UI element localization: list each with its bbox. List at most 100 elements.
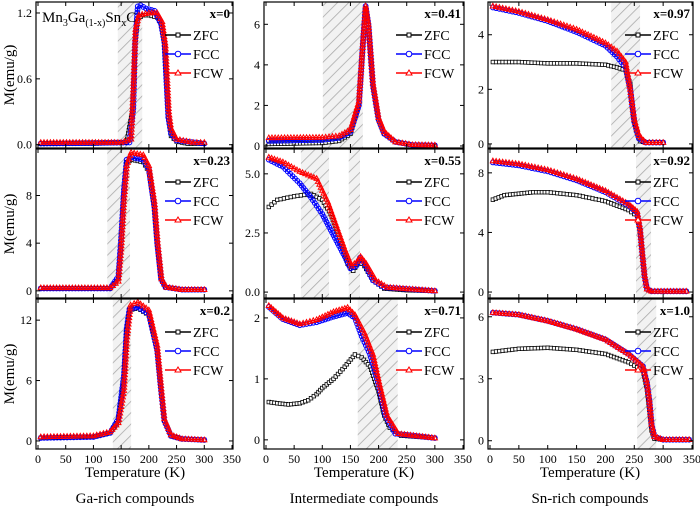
data-point-fcw <box>322 133 330 140</box>
data-point-fcw <box>418 141 426 148</box>
data-point-fcw <box>189 138 197 145</box>
data-point-fcw <box>108 138 115 145</box>
data-point-fcw <box>610 191 618 199</box>
legend-marker-triangle <box>405 216 413 223</box>
data-point-fcw <box>132 25 140 32</box>
data-point-fcw <box>282 315 290 322</box>
data-point-fcw <box>622 348 630 355</box>
data-point-fcw <box>37 433 45 440</box>
data-point-fcw <box>537 14 545 21</box>
data-point-fcw <box>544 166 552 173</box>
data-point-fcc <box>134 3 141 10</box>
legend-label: ZFC <box>424 326 450 341</box>
data-point-fcw <box>645 138 653 145</box>
data-point-fcw <box>525 312 532 320</box>
data-point-fcw <box>175 285 183 292</box>
data-point-fcw <box>604 41 612 48</box>
data-point-fcw <box>355 91 363 98</box>
data-point-fcw <box>200 285 208 292</box>
legend-label: FCC <box>193 345 219 360</box>
y-tick-label: 0 <box>478 434 484 448</box>
legend-label: FCC <box>193 48 219 63</box>
x-tick-label: 300 <box>195 452 213 466</box>
data-point-fcw <box>265 301 273 309</box>
data-point-fcw <box>131 54 138 61</box>
data-point-fcw <box>508 6 516 13</box>
data-point-fcw <box>159 277 167 285</box>
data-point-fcw <box>359 34 367 41</box>
data-point-fcw <box>164 89 172 96</box>
y-tick-label: 12 <box>20 313 32 327</box>
data-point-fcw <box>385 132 393 139</box>
data-point-fcw <box>120 200 128 207</box>
data-point-zfc <box>272 200 277 205</box>
x-tick-label: 100 <box>539 452 557 466</box>
legend-item-fcw: FCW <box>165 67 224 82</box>
legend-item-zfc: ZFC <box>625 29 679 44</box>
y-tick-label: 4 <box>478 225 484 239</box>
data-point-fcw <box>346 125 354 133</box>
legend-marker-square <box>406 32 412 38</box>
data-point-fcw <box>512 7 520 14</box>
data-point-fcw <box>424 141 432 148</box>
data-point-fcw <box>569 324 577 331</box>
x-tick-label: 300 <box>426 452 444 466</box>
data-point-fcw <box>129 89 137 96</box>
data-point-fcw <box>123 333 131 340</box>
legend-item-fcc: FCC <box>625 48 679 63</box>
legend-label: FCC <box>653 48 679 63</box>
data-point-fcw <box>173 135 181 142</box>
composition-label: x=0.55 <box>424 153 461 168</box>
data-point-fcw <box>355 97 363 104</box>
data-point-fcw <box>356 88 363 95</box>
data-point-fcw <box>508 310 516 317</box>
legend-marker-triangle <box>174 69 182 76</box>
legend-item-fcw: FCW <box>165 364 224 379</box>
legend-marker-triangle <box>634 69 642 76</box>
legend-item-fcc: FCC <box>165 48 219 63</box>
legend-marker-square <box>406 179 412 185</box>
data-point-fcw <box>270 305 277 313</box>
data-point-fcw <box>354 100 362 107</box>
data-point-fcw <box>132 22 140 29</box>
data-point-fcw <box>356 78 364 85</box>
data-point-fcw <box>310 173 318 180</box>
data-point-fcw <box>428 286 436 293</box>
data-point-fcw <box>418 286 426 293</box>
data-point-fcw <box>163 73 171 80</box>
y-tick-label: 2 <box>478 82 484 96</box>
data-point-fcw <box>175 434 183 441</box>
data-point-fcw <box>162 51 170 58</box>
data-point-fcw <box>599 334 606 341</box>
data-point-fcw <box>544 15 552 23</box>
data-point-fcw <box>587 32 595 39</box>
data-point-fcw <box>495 309 503 316</box>
data-point-fcw <box>360 257 368 264</box>
data-point-fcw <box>357 69 365 76</box>
figure-title: Mn3Ga(1-x)SnxC <box>42 10 136 29</box>
data-point-fcw <box>357 252 365 259</box>
data-point-fcw <box>637 360 644 367</box>
y-axis-label-row1: M(emu/g) <box>2 45 18 106</box>
data-point-fcw <box>131 41 139 48</box>
data-point-fcw <box>328 132 336 139</box>
data-point-fcw <box>634 358 642 365</box>
data-point-fcw <box>576 176 583 183</box>
data-point-fcw <box>349 116 357 123</box>
composition-label: x=0.97 <box>653 6 690 21</box>
data-point-fcw <box>534 164 542 171</box>
legend-marker-circle <box>174 197 182 205</box>
legend-marker-square <box>175 32 181 38</box>
legend-item-fcw: FCW <box>625 67 684 82</box>
data-point-fcw <box>265 153 273 160</box>
column-caption-ga-rich: Ga-rich compounds <box>76 491 195 507</box>
data-point-fcw <box>276 157 284 164</box>
data-point-fcw <box>550 318 558 326</box>
data-point-fcw <box>415 285 423 293</box>
data-point-fcw <box>116 261 124 268</box>
legend-item-fcc: FCC <box>625 195 679 210</box>
data-point-fcw <box>607 43 615 50</box>
data-point-fcw <box>422 433 430 440</box>
legend-label: FCC <box>653 345 679 360</box>
data-point-fcw <box>357 72 365 79</box>
